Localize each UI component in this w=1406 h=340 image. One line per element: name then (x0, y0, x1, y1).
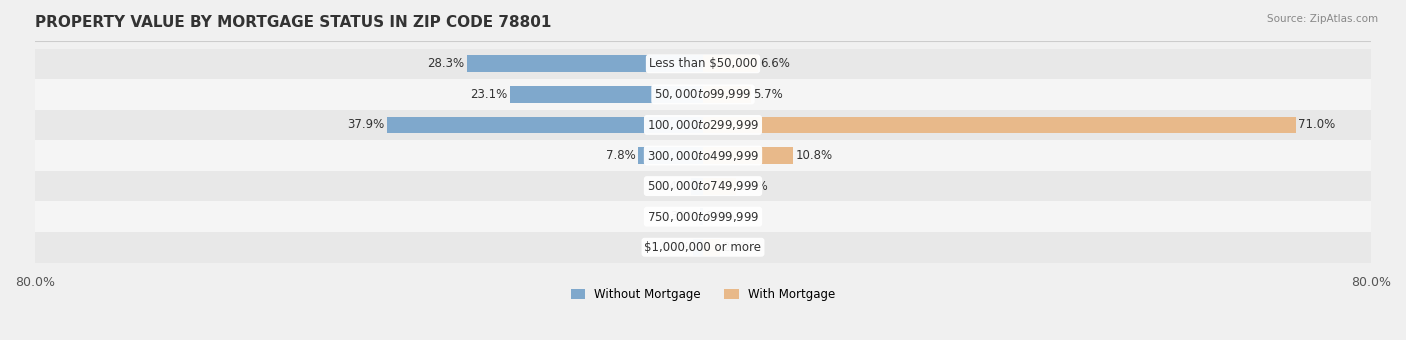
Bar (703, 55, 758, 72)
Text: 7.8%: 7.8% (606, 149, 636, 162)
Bar (638, 147, 703, 164)
Bar (703, 86, 751, 103)
Bar (703, 178, 735, 194)
Bar (703, 239, 720, 256)
Text: 0.35%: 0.35% (661, 210, 697, 223)
Text: 23.1%: 23.1% (471, 88, 508, 101)
Bar (35, 110, 1371, 140)
Bar (35, 140, 1371, 171)
Text: 37.9%: 37.9% (347, 118, 384, 132)
Bar (700, 208, 703, 225)
Text: $500,000 to $749,999: $500,000 to $749,999 (647, 179, 759, 193)
Text: 6.6%: 6.6% (761, 57, 790, 70)
Text: 0.0%: 0.0% (706, 210, 735, 223)
Text: $300,000 to $499,999: $300,000 to $499,999 (647, 149, 759, 163)
Text: $50,000 to $99,999: $50,000 to $99,999 (654, 87, 752, 101)
Text: 2.0%: 2.0% (723, 241, 752, 254)
Bar (35, 232, 1371, 262)
Text: Less than $50,000: Less than $50,000 (648, 57, 758, 70)
Text: $1,000,000 or more: $1,000,000 or more (644, 241, 762, 254)
Text: 28.3%: 28.3% (427, 57, 464, 70)
Bar (35, 49, 1371, 79)
Bar (35, 79, 1371, 110)
Text: $750,000 to $999,999: $750,000 to $999,999 (647, 210, 759, 224)
Text: 1.2%: 1.2% (661, 241, 690, 254)
Text: PROPERTY VALUE BY MORTGAGE STATUS IN ZIP CODE 78801: PROPERTY VALUE BY MORTGAGE STATUS IN ZIP… (35, 15, 551, 30)
Bar (693, 239, 703, 256)
Text: $100,000 to $299,999: $100,000 to $299,999 (647, 118, 759, 132)
Bar (467, 55, 703, 72)
Text: 71.0%: 71.0% (1298, 118, 1336, 132)
Bar (35, 171, 1371, 201)
Text: 1.4%: 1.4% (659, 180, 689, 192)
Bar (387, 117, 703, 133)
Bar (35, 201, 1371, 232)
Legend: Without Mortgage, With Mortgage: Without Mortgage, With Mortgage (567, 283, 839, 306)
Bar (703, 147, 793, 164)
Bar (703, 117, 1296, 133)
Text: Source: ZipAtlas.com: Source: ZipAtlas.com (1267, 14, 1378, 23)
Text: 5.7%: 5.7% (754, 88, 783, 101)
Bar (692, 178, 703, 194)
Text: 3.9%: 3.9% (738, 180, 768, 192)
Text: 10.8%: 10.8% (796, 149, 832, 162)
Bar (510, 86, 703, 103)
